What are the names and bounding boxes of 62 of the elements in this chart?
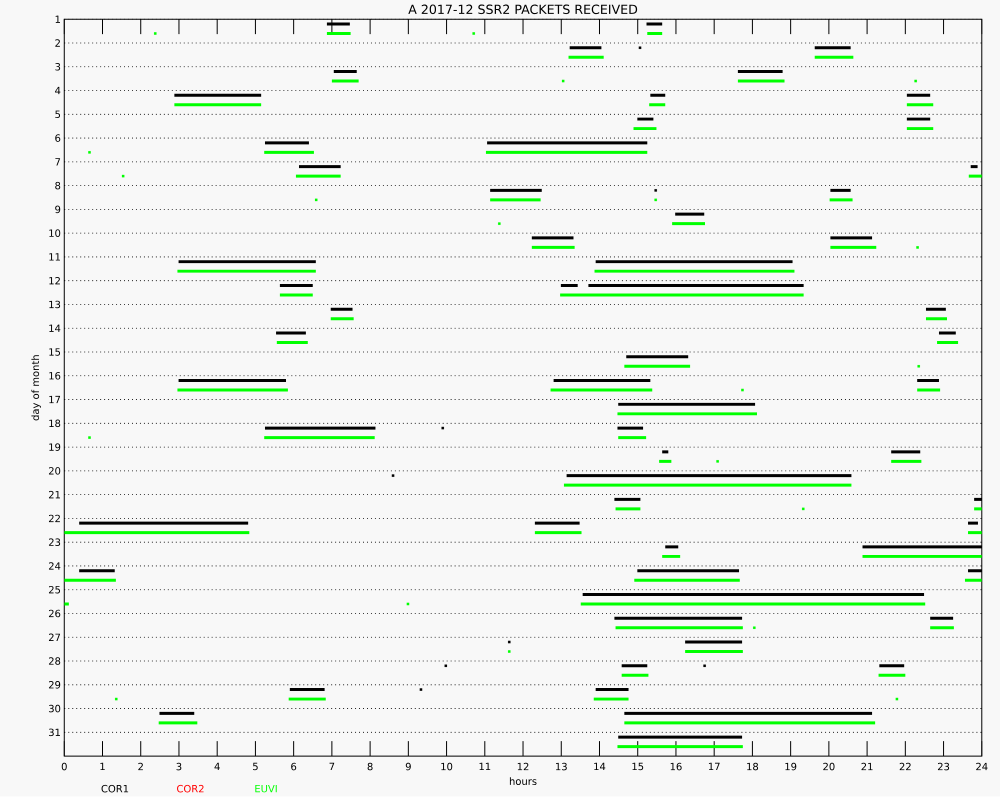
- y-tick-label: 22: [48, 514, 60, 522]
- y-tick-label: 4: [55, 87, 60, 94]
- x-tick-label: 1: [100, 762, 105, 770]
- y-tick-label: 23: [48, 538, 60, 546]
- x-tick-label: 22: [900, 762, 911, 770]
- x-tick-label: 8: [368, 762, 373, 771]
- y-tick-label: 2: [55, 39, 60, 47]
- y-tick-label: 30: [48, 704, 60, 713]
- y-tick-label: 24: [48, 562, 60, 570]
- x-tick-label: 3: [176, 762, 182, 771]
- x-tick-label: 10: [441, 762, 452, 771]
- x-tick-label: 15: [632, 762, 644, 770]
- y-tick-label: 16: [49, 372, 60, 380]
- y-tick-label: 19: [49, 444, 60, 452]
- x-tick-label: 11: [480, 762, 490, 770]
- y-tick-label: 13: [49, 300, 60, 308]
- y-tick-label: 31: [48, 728, 60, 736]
- y-tick-label: 14: [49, 324, 60, 332]
- y-tick-label: 9: [55, 206, 60, 214]
- y-tick-label: 6: [55, 134, 60, 142]
- x-tick-label: 4: [214, 762, 220, 770]
- x-tick-label: 2: [138, 762, 143, 770]
- y-tick-label: 21: [48, 491, 60, 499]
- y-tick-label: 26: [48, 610, 60, 618]
- y-tick-label: 1: [56, 16, 60, 24]
- x-tick-label: 13: [556, 762, 567, 771]
- chart-title: A 2017-12 SSR2 PACKETS RECEIVED: [408, 4, 638, 14]
- y-tick-label: 27: [48, 634, 60, 642]
- y-tick-label: 10: [49, 230, 60, 238]
- y-axis-title: day of month: [31, 355, 42, 421]
- x-tick-label: 18: [747, 762, 758, 771]
- x-tick-label: 23: [938, 762, 950, 771]
- y-tick-label: 20: [48, 467, 60, 475]
- x-tick-label: 14: [594, 762, 606, 770]
- y-tick-label: 15: [49, 348, 60, 356]
- x-tick-label: 24: [976, 762, 988, 770]
- text: COR1: [102, 785, 128, 793]
- x-tick-label: 19: [785, 762, 796, 771]
- x-tick-label: 20: [823, 762, 835, 771]
- x-tick-label: 16: [670, 762, 682, 771]
- x-tick-label: 0: [62, 762, 67, 771]
- y-tick-label: 12: [49, 277, 60, 285]
- y-tick-label: 18: [49, 420, 60, 428]
- x-axis-title: hours: [510, 778, 537, 786]
- text: EUVI: [255, 785, 277, 793]
- x-tick-label: 17: [708, 762, 720, 770]
- y-tick-label: 7: [55, 158, 60, 166]
- legend-label: COR2: [177, 785, 204, 793]
- y-tick-label: 29: [48, 681, 60, 689]
- y-tick-label: 11: [49, 254, 60, 261]
- y-tick-label: 8: [55, 182, 60, 190]
- x-tick-label: 9: [406, 762, 411, 771]
- x-tick-label: 6: [291, 762, 296, 771]
- y-tick-label: 3: [55, 63, 60, 71]
- x-tick-label: 12: [518, 762, 528, 770]
- y-tick-label: 5: [55, 110, 60, 118]
- y-tick-label: 25: [48, 586, 60, 594]
- x-tick-label: 7: [330, 762, 334, 770]
- x-tick-label: 5: [253, 762, 258, 770]
- y-tick-label: 28: [48, 657, 60, 665]
- y-tick-label: 17: [49, 396, 60, 404]
- x-tick-label: 21: [861, 762, 873, 770]
